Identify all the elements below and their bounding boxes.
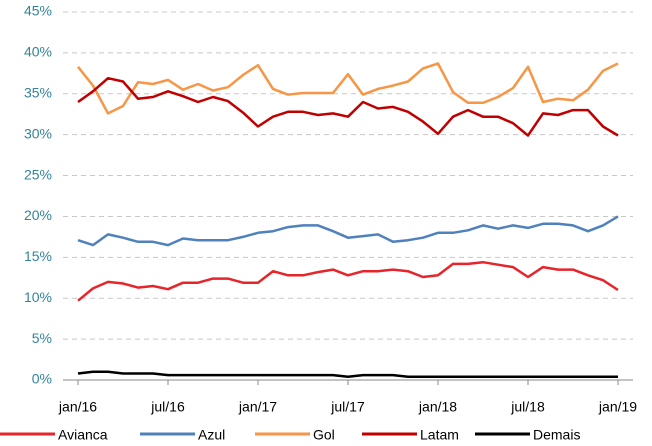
legend-label: Azul — [198, 427, 225, 443]
y-tick-label: 5% — [32, 330, 52, 346]
legend-label: Demais — [533, 427, 580, 443]
x-tick-label: jul/18 — [510, 399, 545, 415]
x-tick-label: jan/19 — [598, 399, 637, 415]
y-tick-label: 0% — [32, 371, 52, 387]
y-tick-label: 30% — [24, 125, 52, 141]
series-line — [77, 62, 619, 115]
y-tick-label: 35% — [24, 84, 52, 100]
x-tick-label: jul/17 — [330, 399, 365, 415]
y-tick-label: 25% — [24, 166, 52, 182]
series-line — [77, 260, 619, 302]
x-tick-label: jan/16 — [58, 399, 97, 415]
x-tick-label: jan/18 — [418, 399, 457, 415]
y-tick-label: 15% — [24, 248, 52, 264]
x-tick-label: jan/17 — [238, 399, 277, 415]
series-line — [77, 215, 619, 247]
legend-label: Avianca — [58, 427, 108, 443]
legend-label: Gol — [313, 427, 335, 443]
y-tick-label: 20% — [24, 207, 52, 223]
y-tick-label: 40% — [24, 44, 52, 60]
series-line — [77, 370, 618, 378]
x-tick-label: jul/16 — [150, 399, 185, 415]
legend-label: Latam — [420, 427, 459, 443]
y-tick-label: 45% — [24, 3, 52, 19]
series-line — [77, 76, 619, 137]
y-tick-label: 10% — [24, 289, 52, 305]
